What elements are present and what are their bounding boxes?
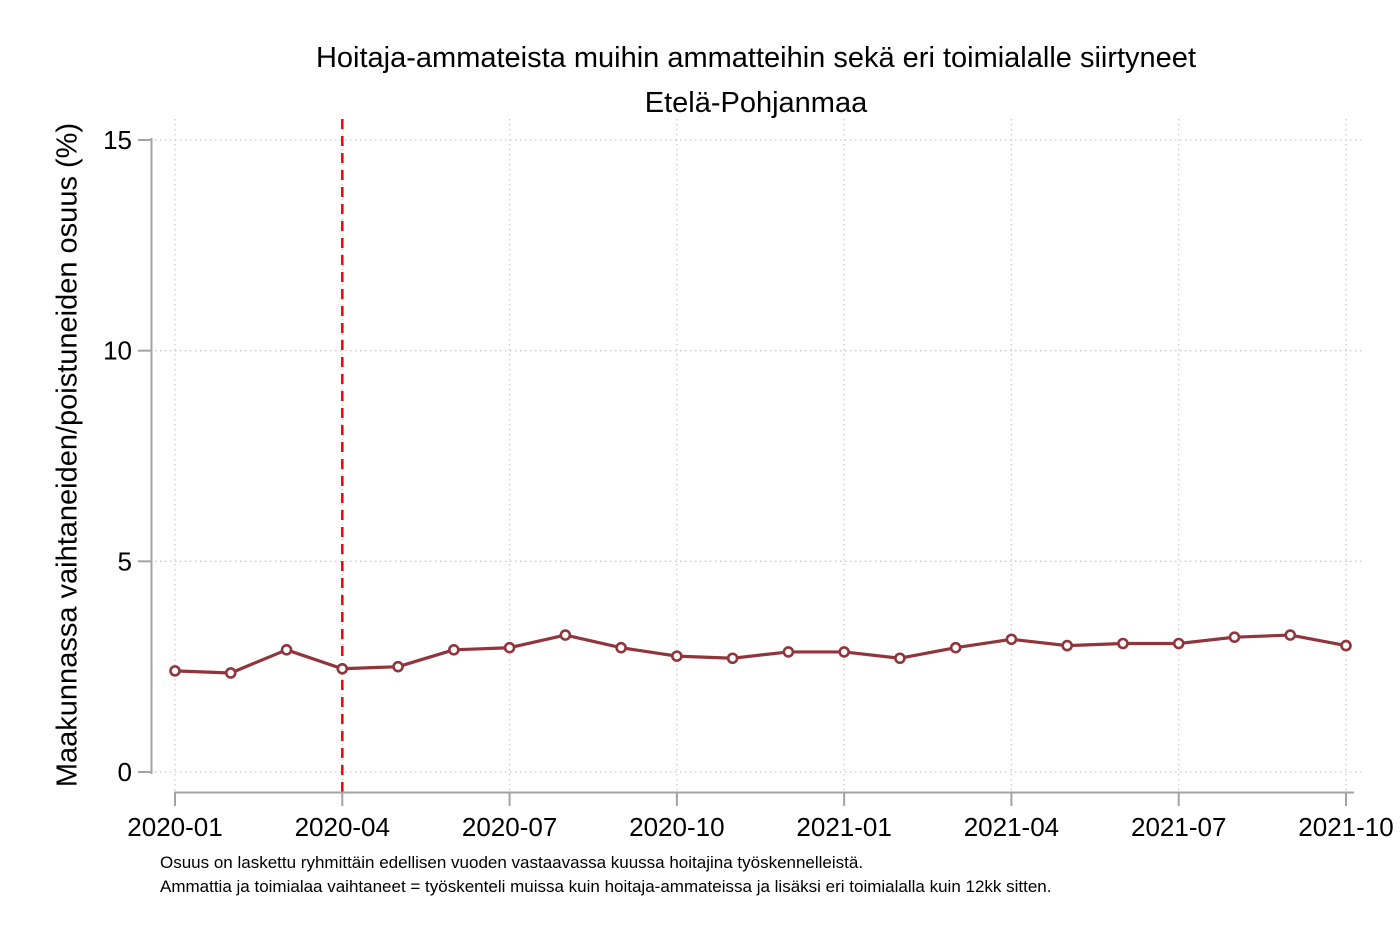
x-tick-label: 2021-10: [1298, 812, 1393, 842]
y-tick-label: 5: [118, 546, 132, 576]
x-tick-label: 2021-07: [1131, 812, 1226, 842]
data-point: [1284, 629, 1297, 641]
chart-subtitle: Etelä-Pohjanmaa: [644, 87, 868, 119]
y-axis: [138, 138, 153, 774]
chart-footnotes: Osuus on laskettu ryhmittäin edellisen v…: [160, 851, 1051, 898]
x-tick-label: 2021-04: [964, 812, 1059, 842]
y-tick-label: 15: [103, 125, 132, 155]
chart-header: Hoitaja-ammateista muihin ammatteihin se…: [150, 36, 1362, 126]
x-tick-label: 2020-01: [127, 812, 222, 842]
data-point: [169, 665, 181, 677]
data-point: [838, 646, 850, 658]
data-point: [1117, 637, 1129, 650]
data-point: [894, 652, 906, 665]
data-point: [559, 629, 572, 641]
data-point: [1340, 639, 1352, 652]
data-point: [615, 641, 627, 654]
data-point: [392, 660, 404, 673]
data-point: [1005, 633, 1018, 646]
gridlines: [155, 119, 1362, 792]
x-tick-label: 2021-01: [796, 812, 891, 842]
x-tick-label: 2020-10: [629, 812, 724, 842]
data-line: [173, 633, 1348, 675]
data-point: [671, 650, 683, 662]
chart-title: Hoitaja-ammateista muihin ammatteihin se…: [315, 42, 1196, 74]
data-point: [1172, 637, 1185, 650]
y-tick-label: 10: [103, 336, 132, 366]
y-tick-label: 0: [118, 757, 132, 787]
data-point: [949, 641, 962, 654]
x-tick-label: 2020-04: [295, 812, 390, 842]
data-point: [448, 644, 460, 656]
footnote-line-2: Ammattia ja toimialaa vaihtaneet = työsk…: [160, 876, 1052, 896]
data-point: [1061, 639, 1073, 652]
data-markers: [169, 629, 1352, 679]
data-point: [336, 662, 349, 675]
x-axis: [174, 791, 1354, 806]
footnote-line-1: Osuus on laskettu ryhmittäin edellisen v…: [160, 853, 864, 872]
x-tick-label: 2020-07: [462, 812, 557, 842]
data-point: [726, 652, 739, 665]
data-point: [503, 641, 516, 654]
data-point: [782, 646, 795, 658]
data-point: [1228, 631, 1241, 643]
data-point: [280, 644, 293, 656]
data-point: [224, 667, 237, 679]
